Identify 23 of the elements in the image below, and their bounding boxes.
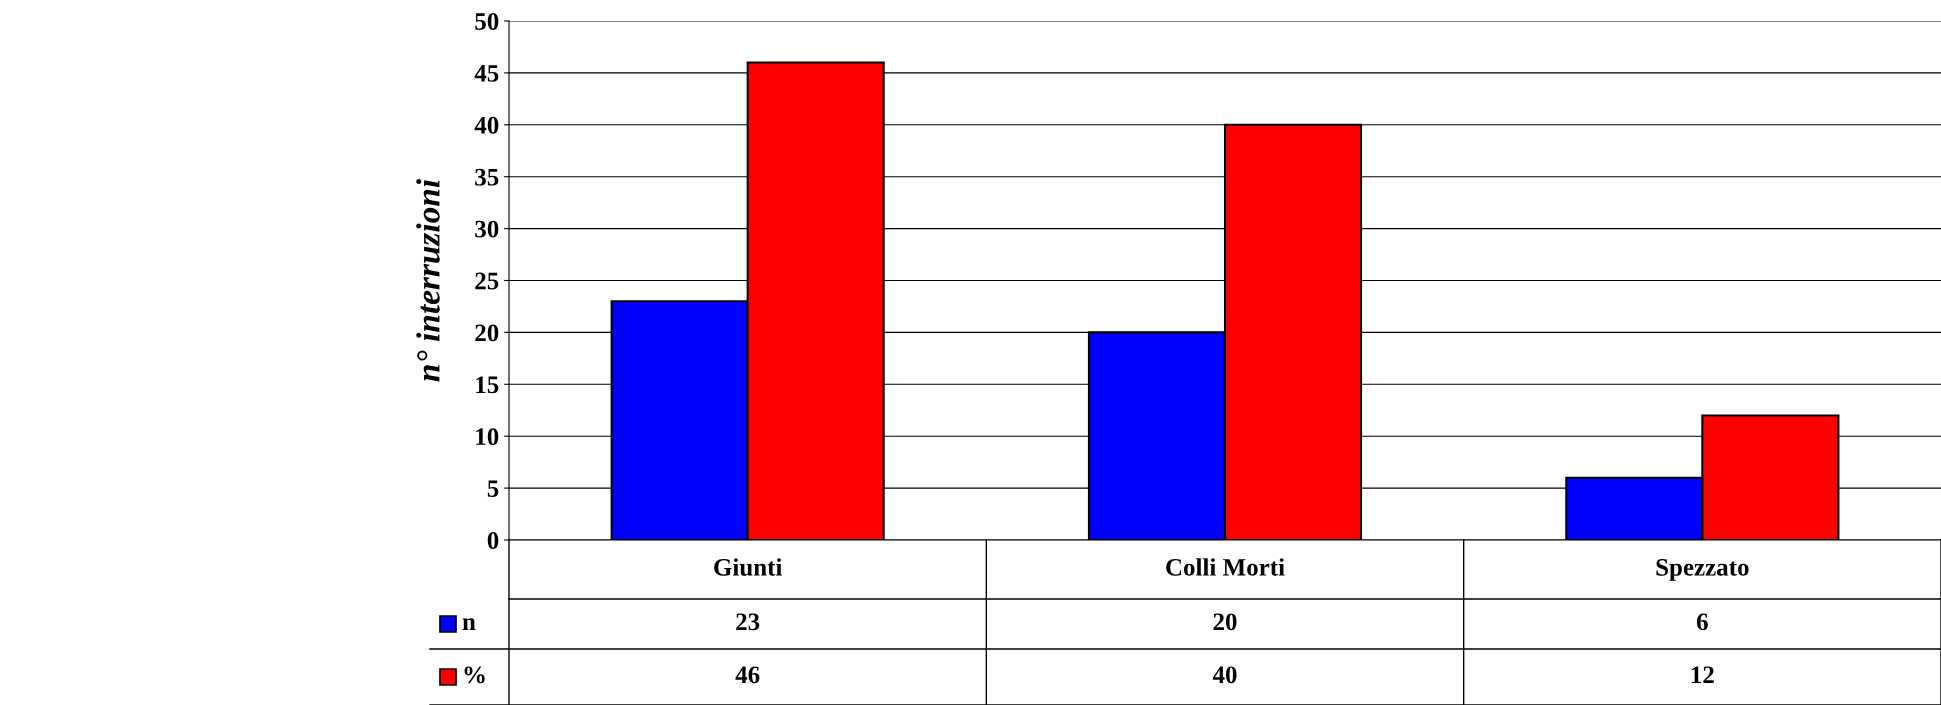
legend-label: n xyxy=(462,618,476,631)
y-tick-label: 15 xyxy=(476,376,499,394)
data-label: 46 xyxy=(735,666,760,684)
y-tick-label: 45 xyxy=(474,65,499,82)
x-tick-label: Giunti xyxy=(714,558,783,576)
y-tick-label: 30 xyxy=(475,220,499,238)
y-tick-label: 50 xyxy=(475,13,499,30)
y-tick-label: 35 xyxy=(475,168,499,186)
legend-label: % xyxy=(464,666,485,684)
x-tick-label: Colli Morti xyxy=(1166,558,1285,576)
y-tick-label: 25 xyxy=(475,272,499,290)
data-label: 6 xyxy=(1696,613,1708,631)
y-tick-label: 40 xyxy=(474,116,499,134)
data-label: 23 xyxy=(736,613,760,631)
data-label: 12 xyxy=(1691,666,1714,684)
data-label: 40 xyxy=(1212,666,1237,684)
y-axis-title: n° interruzioni xyxy=(416,179,440,382)
data-label: 20 xyxy=(1213,613,1237,631)
y-tick-label: 20 xyxy=(475,324,499,342)
y-tick-label: 5 xyxy=(487,480,499,498)
y-tick-label: 10 xyxy=(476,428,499,446)
x-tick-label: Spezzato xyxy=(1656,558,1749,581)
y-tick-label: 0 xyxy=(487,532,499,549)
